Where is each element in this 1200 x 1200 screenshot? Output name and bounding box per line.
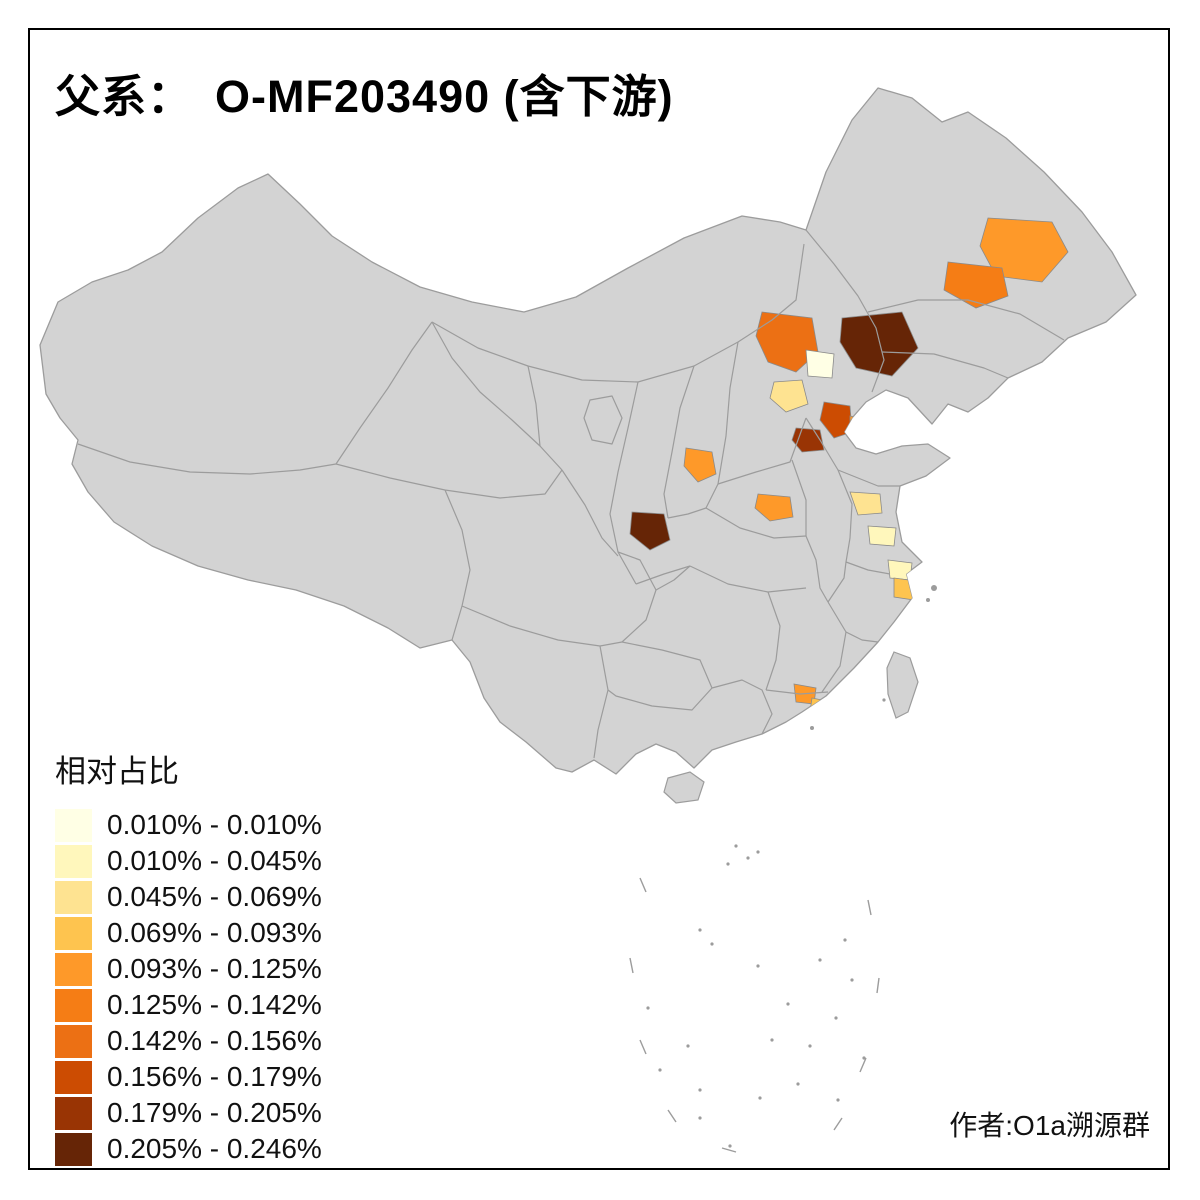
highlight-region: [629, 511, 671, 551]
legend-row: 0.142% - 0.156%: [55, 1023, 322, 1059]
coastal-islet: [926, 598, 930, 602]
legend-row: 0.045% - 0.069%: [55, 879, 322, 915]
legend-label: 0.156% - 0.179%: [107, 1061, 322, 1092]
title-prefix: 父系：: [55, 71, 194, 122]
legend-label: 0.010% - 0.045%: [107, 845, 322, 876]
legend-label: 0.010% - 0.010%: [107, 809, 322, 840]
legend-label: 0.205% - 0.246%: [107, 1133, 322, 1164]
legend-label: 0.093% - 0.125%: [107, 953, 322, 984]
legend-title: 相对占比: [55, 754, 179, 789]
legend-row: 0.156% - 0.179%: [55, 1059, 322, 1095]
highlight-region: [979, 217, 1069, 283]
legend-swatch: [55, 844, 92, 878]
legend-row: 0.205% - 0.246%: [55, 1131, 322, 1167]
legend-row: 0.010% - 0.010%: [55, 807, 322, 843]
coastal-islet: [931, 585, 937, 591]
highlight-region: [683, 447, 717, 483]
legend-swatch: [55, 880, 92, 914]
legend-swatch: [55, 1060, 92, 1094]
legend-label: 0.142% - 0.156%: [107, 1025, 322, 1056]
highlight-region: [943, 261, 1009, 309]
highlight-region: [849, 415, 871, 441]
south-china-sea-islands: [629, 844, 880, 1153]
legend-label: 0.179% - 0.205%: [107, 1097, 322, 1128]
legend-row: 0.010% - 0.045%: [55, 843, 322, 879]
legend-swatch: [55, 1096, 92, 1130]
legend-row: 0.093% - 0.125%: [55, 951, 322, 987]
highlight-region: [754, 493, 794, 522]
highlight-region: [819, 401, 853, 439]
legend-swatch: [55, 1132, 92, 1166]
highlight-region: [867, 419, 901, 449]
legend-row: 0.179% - 0.205%: [55, 1095, 322, 1131]
mainland-china: [39, 87, 1137, 775]
coastal-islet: [810, 726, 814, 730]
legend-swatch: [55, 952, 92, 986]
legend-row: 0.125% - 0.142%: [55, 987, 322, 1023]
highlight-region: [755, 311, 819, 373]
title-haplogroup: O-MF203490 (含下游): [215, 71, 674, 122]
highlight-region: [887, 559, 913, 581]
author-credit: 作者:O1a溯源群: [949, 1110, 1150, 1141]
highlight-region: [867, 525, 897, 547]
highlight-region: [893, 577, 917, 601]
legend-swatch: [55, 988, 92, 1022]
legend-label: 0.125% - 0.142%: [107, 989, 322, 1020]
highlight-region: [809, 697, 833, 717]
legend-label: 0.045% - 0.069%: [107, 881, 322, 912]
page-title: 父系： O-MF203490 (含下游): [55, 60, 674, 125]
legend-swatch: [55, 1024, 92, 1058]
legend-swatch: [55, 916, 92, 950]
legend-entries: 0.010% - 0.010% 0.010% - 0.045% 0.045% - 0…: [55, 807, 322, 1167]
highlight-region: [805, 349, 835, 379]
legend: 相对占比 0.010% - 0.010% 0.010% - 0.045% 0.045…: [55, 746, 322, 1167]
legend-swatch: [55, 808, 92, 842]
legend-label: 0.069% - 0.093%: [107, 917, 322, 948]
legend-row: 0.069% - 0.093%: [55, 915, 322, 951]
coastal-islet: [882, 698, 886, 702]
hainan-island: [663, 771, 705, 804]
highlight-region: [849, 491, 883, 516]
taiwan-island: [886, 651, 919, 719]
highlight-region: [769, 379, 809, 413]
province-borders: [77, 229, 1065, 759]
highlight-region: [839, 311, 919, 377]
